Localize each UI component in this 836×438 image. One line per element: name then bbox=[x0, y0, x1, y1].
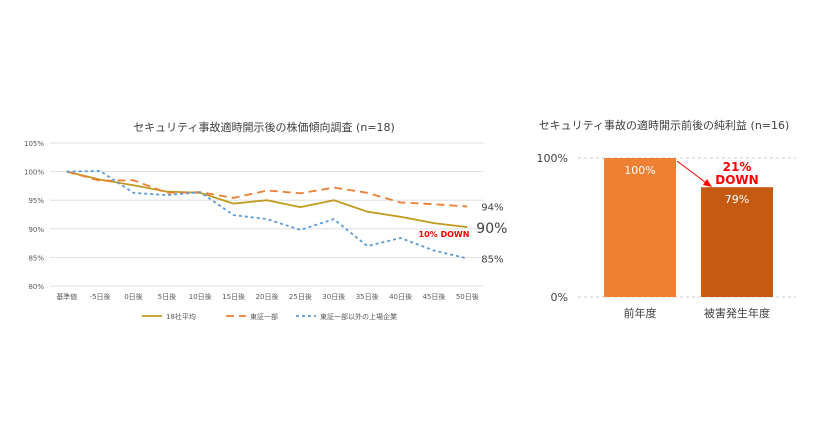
stock-price-line-chart: セキュリティ事故適時開示後の株価傾向調査 (n=18) 105% 100% 95% 90… bbox=[24, 120, 507, 321]
x-tick-label: 25日後 bbox=[289, 292, 312, 301]
down-arrow-line bbox=[676, 160, 710, 186]
x-tick-label: 35日後 bbox=[356, 292, 379, 301]
series-line-2 bbox=[66, 170, 468, 208]
x-tick-label: 5日後 bbox=[158, 292, 176, 301]
bar-value-label: 79% bbox=[725, 193, 749, 206]
x-tick-label: 10日後 bbox=[189, 292, 212, 301]
x-tick-label: 45日後 bbox=[422, 292, 445, 301]
bar-chart-title: セキュリティ事故の適時開示前後の純利益 (n=16) bbox=[539, 118, 790, 132]
x-tick-label: 基準値 bbox=[56, 292, 77, 301]
net-income-bar-chart: セキュリティ事故の適時開示前後の純利益 (n=16) 100% 0% 100% 前年度 7… bbox=[537, 118, 796, 320]
series-1-end-label: 90% bbox=[476, 221, 507, 237]
y-tick-label: 90% bbox=[28, 226, 44, 234]
x-tick-label: 40日後 bbox=[389, 292, 412, 301]
x-tick-label: 50日後 bbox=[456, 292, 479, 301]
bar-value-label: 100% bbox=[624, 164, 655, 177]
x-tick-label: 20日後 bbox=[256, 292, 279, 301]
down-annotation-text: DOWN bbox=[715, 173, 758, 187]
y-tick-label: 100% bbox=[537, 152, 568, 165]
legend-label: 東証一部 bbox=[250, 312, 278, 321]
x-tick-label: -5日後 bbox=[90, 292, 111, 301]
legend-label: 東証一部以外の上場企業 bbox=[320, 312, 397, 321]
y-tick-label: 80% bbox=[28, 283, 44, 291]
down-annotation-percent: 21% bbox=[723, 160, 752, 174]
y-tick-label: 0% bbox=[551, 291, 568, 304]
series-line-1 bbox=[66, 170, 468, 228]
down-arrow-head bbox=[703, 179, 712, 187]
line-chart-title: セキュリティ事故適時開示後の株価傾向調査 (n=18) bbox=[133, 120, 395, 134]
down-annotation: 10% DOWN bbox=[419, 230, 470, 239]
bar bbox=[701, 187, 773, 297]
series-3-end-label: 85% bbox=[481, 255, 503, 266]
y-tick-label: 85% bbox=[28, 254, 44, 262]
x-tick-label: 被害発生年度 bbox=[704, 306, 770, 320]
legend-label: 18社平均 bbox=[166, 312, 196, 321]
x-tick-label: 0日後 bbox=[124, 292, 142, 301]
y-tick-label: 95% bbox=[28, 197, 44, 205]
series-2-end-label: 94% bbox=[481, 202, 503, 213]
y-tick-label: 100% bbox=[24, 169, 44, 177]
x-tick-label: 30日後 bbox=[322, 292, 345, 301]
x-tick-label: 15日後 bbox=[222, 292, 245, 301]
y-tick-label: 105% bbox=[24, 140, 44, 148]
series-line-3 bbox=[66, 170, 468, 260]
x-tick-label: 前年度 bbox=[624, 306, 657, 320]
bar bbox=[604, 158, 676, 297]
